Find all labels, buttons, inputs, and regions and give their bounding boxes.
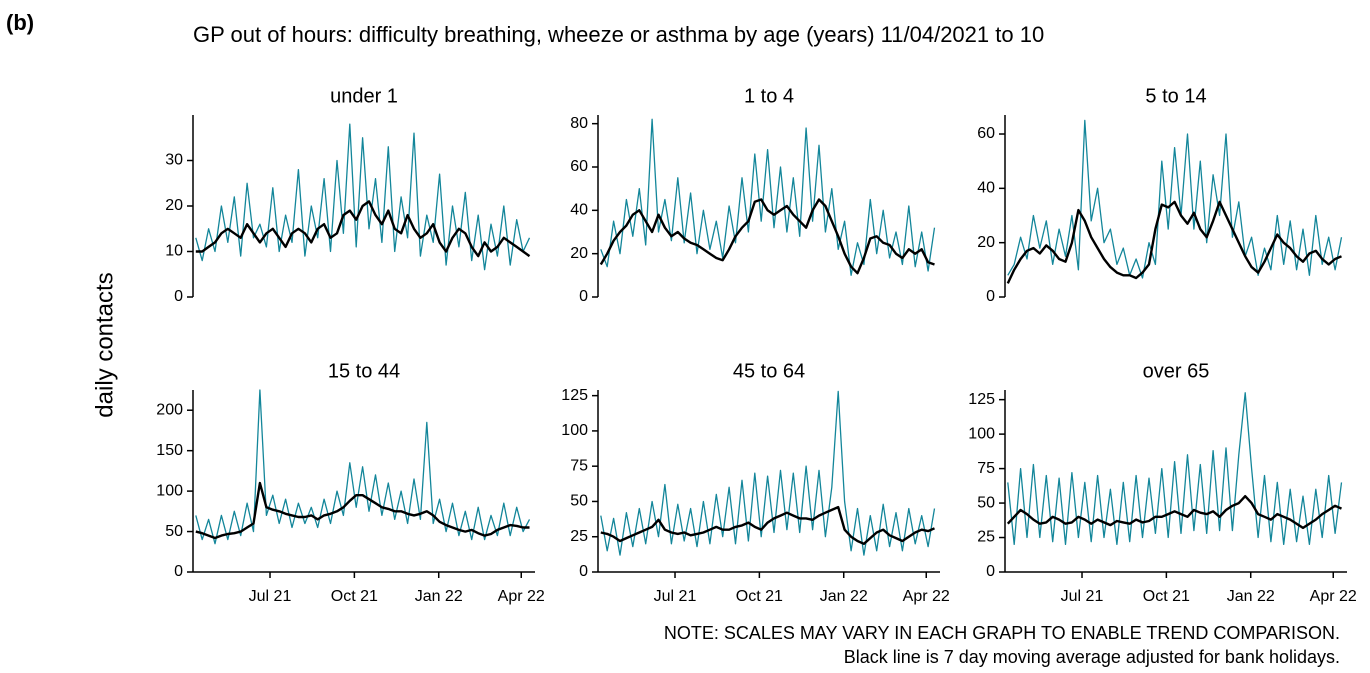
x-tick-label: Jul 21 [249, 588, 292, 605]
panel-label: (b) [6, 10, 34, 35]
y-tick-label: 50 [977, 494, 995, 511]
y-tick-label: 80 [570, 115, 588, 132]
average-line [1006, 200, 1342, 284]
figure-title: GP out of hours: difficulty breathing, w… [193, 22, 1044, 47]
panel-title: 1 to 4 [744, 85, 794, 107]
y-tick-label: 0 [579, 288, 588, 305]
x-tick-label: Jan 22 [1227, 588, 1275, 605]
y-tick-label: 125 [561, 387, 588, 404]
daily-line [195, 389, 531, 545]
y-tick-label: 25 [977, 529, 995, 546]
x-tick-label: Oct 21 [736, 588, 783, 605]
x-tick-label: Oct 21 [331, 588, 378, 605]
x-tick-label: Jul 21 [1061, 588, 1104, 605]
y-tick-label: 40 [977, 180, 995, 197]
average-line [195, 481, 530, 540]
panel-title: 45 to 64 [733, 360, 805, 382]
y-tick-label: 0 [986, 563, 995, 580]
panel-title: 15 to 44 [328, 360, 400, 382]
y-tick-label: 40 [570, 202, 588, 219]
average-line [600, 505, 935, 545]
note: NOTE: SCALES MAY VARY IN EACH GRAPH TO E… [664, 623, 1340, 643]
y-tick-label: 200 [156, 401, 183, 418]
x-tick-label: Jul 21 [654, 588, 697, 605]
y-tick-label: 10 [165, 243, 183, 260]
x-tick-label: Apr 22 [1310, 588, 1357, 605]
y-tick-label: 100 [968, 425, 995, 442]
daily-line [195, 123, 531, 271]
panel-title: 5 to 14 [1145, 85, 1206, 107]
y-tick-label: 0 [986, 288, 995, 305]
x-tick-label: Oct 21 [1143, 588, 1190, 605]
x-tick-label: Jan 22 [415, 588, 463, 605]
y-tick-label: 75 [570, 457, 588, 474]
y-tick-label: 0 [174, 288, 183, 305]
average-line [599, 198, 935, 275]
y-tick-label: 20 [165, 197, 183, 214]
y-tick-label: 30 [165, 152, 183, 169]
daily-line [600, 118, 936, 276]
note: Black line is 7 day moving average adjus… [844, 647, 1340, 667]
x-tick-label: Apr 22 [903, 588, 950, 605]
average-line [195, 200, 531, 258]
y-tick-label: 20 [570, 245, 588, 262]
y-tick-label: 50 [570, 493, 588, 510]
y-axis-label: daily contacts [91, 272, 118, 417]
y-tick-label: 60 [977, 125, 995, 142]
y-tick-label: 125 [968, 391, 995, 408]
daily-line [600, 390, 936, 556]
x-tick-label: Apr 22 [498, 588, 545, 605]
panel-title: under 1 [330, 85, 398, 107]
y-tick-label: 20 [977, 234, 995, 251]
average-line [1006, 495, 1342, 530]
panel-title: over 65 [1143, 360, 1210, 382]
daily-line [1007, 119, 1343, 279]
y-tick-label: 60 [570, 158, 588, 175]
y-tick-label: 50 [165, 523, 183, 540]
y-tick-label: 25 [570, 528, 588, 545]
y-tick-label: 0 [174, 563, 183, 580]
y-tick-label: 100 [156, 482, 183, 499]
x-tick-label: Jan 22 [820, 588, 868, 605]
y-tick-label: 150 [156, 442, 183, 459]
y-tick-label: 100 [561, 422, 588, 439]
y-tick-label: 0 [579, 563, 588, 580]
y-tick-label: 75 [977, 460, 995, 477]
